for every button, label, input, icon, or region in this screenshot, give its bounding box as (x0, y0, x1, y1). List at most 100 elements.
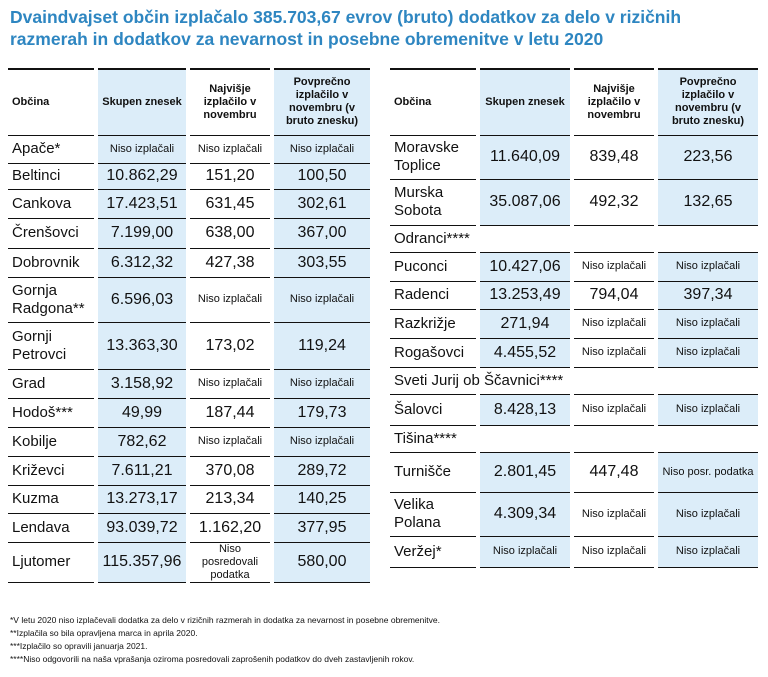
cell-najvisje: 1.162,20 (188, 513, 272, 543)
cell-skupen: 6.312,32 (94, 248, 190, 278)
table-row: Veržej* Niso izplačali Niso izplačali Niso … (390, 536, 762, 568)
cell-skupen: 17.423,51 (94, 189, 190, 219)
left-table: Občina Skupen znesek Najvišje izplačilo … (8, 68, 374, 583)
cell-obcina: Apače* (8, 135, 96, 164)
table-row: Beltinci 10.862,29 151,20 100,50 (8, 163, 374, 190)
table-row: Turnišče 2.801,45 447,48 Niso posr. podatka (390, 452, 762, 493)
table-row: Moravske Toplice 11.640,09 839,48 223,56 (390, 135, 762, 180)
cell-skupen: 10.862,29 (94, 163, 190, 190)
page-title: Dvaindvajset občin izplačalo 385.703,67 … (10, 7, 682, 49)
cell-obcina: Tišina**** (390, 425, 760, 453)
cell-povprecno: Niso izplačali (270, 427, 374, 457)
cell-obcina: Razkrižje (390, 309, 478, 339)
cell-skupen: 271,94 (476, 309, 574, 339)
cell-najvisje: 370,08 (188, 456, 272, 486)
table-row: Radenci 13.253,49 794,04 397,34 (390, 281, 762, 310)
cell-obcina: Kobilje (8, 427, 96, 457)
cell-obcina: Odranci**** (390, 225, 760, 253)
cell-povprecno: Niso izplačali (270, 135, 374, 164)
cell-skupen: 7.611,21 (94, 456, 190, 486)
cell-obcina: Grad (8, 369, 96, 399)
table-row: Gornji Petrovci 13.363,30 173,02 119,24 (8, 322, 374, 370)
cell-obcina: Sveti Jurij ob Ščavnici**** (390, 367, 760, 395)
cell-obcina: Radenci (390, 281, 478, 310)
cell-povprecno: 580,00 (270, 542, 374, 583)
cell-povprecno: 303,55 (270, 248, 374, 278)
cell-skupen: 782,62 (94, 427, 190, 457)
cell-povprecno: 302,61 (270, 189, 374, 219)
cell-najvisje: 447,48 (572, 452, 656, 493)
cell-najvisje: Niso izplačali (188, 277, 272, 323)
cell-najvisje: 492,32 (572, 179, 656, 226)
cell-najvisje: Niso izplačali (572, 252, 656, 282)
cell-skupen: 13.363,30 (94, 322, 190, 370)
cell-najvisje: 794,04 (572, 281, 656, 310)
footnote: *V letu 2020 niso izplačevali dodatka za… (10, 615, 440, 625)
cell-povprecno: Niso izplačali (654, 536, 762, 568)
cell-povprecno: 132,65 (654, 179, 762, 226)
cell-najvisje: 173,02 (188, 322, 272, 370)
footnote: ***Izplačilo so opravili januarja 2021. (10, 641, 148, 651)
cell-skupen: 10.427,06 (476, 252, 574, 282)
cell-najvisje: 213,34 (188, 485, 272, 514)
table-row: Črenšovci 7.199,00 638,00 367,00 (8, 218, 374, 249)
cell-obcina: Šalovci (390, 394, 478, 426)
table-row: Apače* Niso izplačali Niso izplačali Niso i… (8, 135, 374, 164)
cell-skupen: 7.199,00 (94, 218, 190, 249)
cell-obcina: Beltinci (8, 163, 96, 190)
table-row: Gornja Radgona** 6.596,03 Niso izplačali Ni… (8, 277, 374, 323)
cell-najvisje: Niso izplačali (188, 135, 272, 164)
header-povprecno: Povprečno izplačilo v novembru (v bruto … (654, 68, 762, 136)
cell-povprecno: 100,50 (270, 163, 374, 190)
cell-skupen: Niso izplačali (476, 536, 574, 568)
cell-obcina: Puconci (390, 252, 478, 282)
table-row: Velika Polana 4.309,34 Niso izplačali Niso … (390, 492, 762, 537)
cell-povprecno: 377,95 (270, 513, 374, 543)
header-skupen: Skupen znesek (476, 68, 574, 136)
cell-najvisje: Niso izplačali (572, 338, 656, 368)
cell-najvisje: 631,45 (188, 189, 272, 219)
cell-povprecno: 179,73 (270, 398, 374, 428)
table-row: Hodoš*** 49,99 187,44 179,73 (8, 398, 374, 428)
cell-povprecno: Niso izplačali (654, 394, 762, 426)
cell-skupen: 13.253,49 (476, 281, 574, 310)
cell-skupen: 115.357,96 (94, 542, 190, 583)
cell-obcina: Križevci (8, 456, 96, 486)
cell-skupen: 93.039,72 (94, 513, 190, 543)
cell-najvisje: Niso izplačali (572, 492, 656, 537)
cell-skupen: 4.455,52 (476, 338, 574, 368)
cell-skupen: 8.428,13 (476, 394, 574, 426)
cell-najvisje: 638,00 (188, 218, 272, 249)
cell-skupen: Niso izplačali (94, 135, 190, 164)
cell-povprecno: Niso posr. podatka (654, 452, 762, 493)
table-row: Razkrižje 271,94 Niso izplačali Niso izplač… (390, 309, 762, 339)
header-skupen: Skupen znesek (94, 68, 190, 136)
cell-najvisje: 427,38 (188, 248, 272, 278)
cell-povprecno: Niso izplačali (654, 492, 762, 537)
header-obcina: Občina (390, 68, 478, 136)
header-obcina: Občina (8, 68, 96, 136)
cell-povprecno: Niso izplačali (654, 338, 762, 368)
cell-povprecno: Niso izplačali (270, 369, 374, 399)
cell-obcina: Gornji Petrovci (8, 322, 96, 370)
table-row: Odranci**** (390, 225, 760, 253)
table-row: Murska Sobota 35.087,06 492,32 132,65 (390, 179, 762, 226)
table-row: Dobrovnik 6.312,32 427,38 303,55 (8, 248, 374, 278)
header-najvisje: Najvišje izplačilo v novembru (572, 68, 656, 136)
cell-obcina: Lendava (8, 513, 96, 543)
cell-skupen: 49,99 (94, 398, 190, 428)
table-row: Tišina**** (390, 425, 760, 453)
cell-povprecno: 397,34 (654, 281, 762, 310)
cell-obcina: Kuzma (8, 485, 96, 514)
cell-najvisje: Niso izplačali (572, 394, 656, 426)
cell-najvisje: Niso izplačali (188, 427, 272, 457)
cell-povprecno: 289,72 (270, 456, 374, 486)
cell-skupen: 4.309,34 (476, 492, 574, 537)
cell-obcina: Moravske Toplice (390, 135, 478, 180)
cell-povprecno: Niso izplačali (654, 252, 762, 282)
header-najvisje: Najvišje izplačilo v novembru (188, 68, 272, 136)
cell-najvisje: 187,44 (188, 398, 272, 428)
cell-skupen: 3.158,92 (94, 369, 190, 399)
cell-povprecno: Niso izplačali (654, 309, 762, 339)
table-row: Ljutomer 115.357,96 Niso posredovali podat… (8, 542, 374, 583)
